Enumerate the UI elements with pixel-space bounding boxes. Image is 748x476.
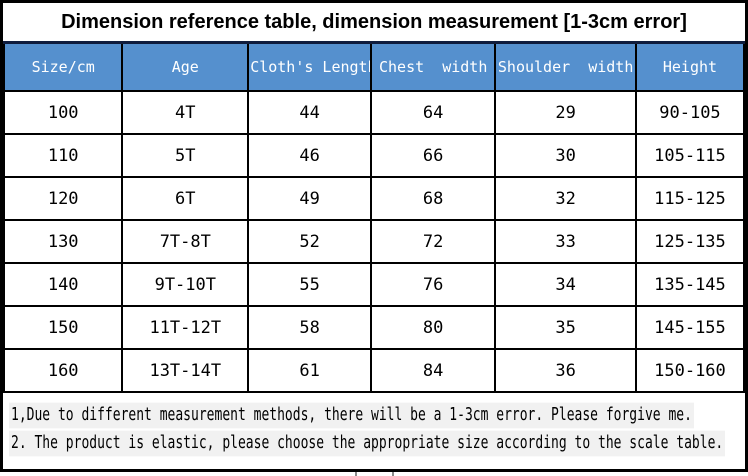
table-cell: 150 (2, 305, 124, 350)
table-cell: 115-125 (634, 176, 746, 221)
table-cell: 76 (370, 262, 497, 307)
note-measurement-error: 1,Due to different measurement methods, … (9, 402, 745, 429)
table-cell: 130 (2, 219, 124, 264)
table-cell: 100 (2, 90, 124, 135)
notes-section: 1,Due to different measurement methods, … (3, 393, 745, 457)
column-header: Age (121, 41, 250, 92)
table-row: 140 9T-10T 55 76 34 135-145 (2, 262, 746, 307)
table-cell: 160 (2, 348, 124, 393)
table-cell: 125-135 (634, 219, 746, 264)
table-cell: 64 (370, 90, 497, 135)
table-cell: 72 (370, 219, 497, 264)
table-cell: 145-155 (634, 305, 746, 350)
table-cell: 120 (2, 176, 124, 221)
table-cell: 29 (494, 90, 637, 135)
table-cell: 35 (494, 305, 637, 350)
column-header: Cloth's Length (247, 41, 373, 92)
table-cell: 90-105 (634, 90, 746, 135)
size-table-body: 100 4T 44 64 29 90-105 110 5T 46 66 30 105-115 120 6T… (2, 90, 746, 393)
table-cell: 68 (370, 176, 497, 221)
size-table-header: Size/cm Age Cloth's Length Chest width Shoul… (2, 41, 746, 92)
table-cell: 140 (2, 262, 124, 307)
table-cell: 105-115 (634, 133, 746, 178)
table-row: 130 7T-8T 52 72 33 125-135 (2, 219, 746, 264)
table-cell: 36 (494, 348, 637, 393)
table-cell: 55 (247, 262, 373, 307)
table-row: 110 5T 46 66 30 105-115 (2, 133, 746, 178)
table-cell: 4T (121, 90, 250, 135)
column-header: Height (634, 41, 746, 92)
note-elastic-product: 2. The product is elastic, please choose… (9, 430, 745, 457)
table-cell: 84 (370, 348, 497, 393)
table-cell: 58 (247, 305, 373, 350)
header-row: Size/cm Age Cloth's Length Chest width Shoul… (2, 41, 746, 92)
column-header: Shoulder width (494, 41, 637, 92)
partial-cell-divider (355, 472, 357, 476)
table-cell: 7T-8T (121, 219, 250, 264)
column-header: Chest width (370, 41, 497, 92)
table-cell: 150-160 (634, 348, 746, 393)
column-header: Size/cm (2, 41, 124, 92)
table-cell: 46 (247, 133, 373, 178)
table-cell: 33 (494, 219, 637, 264)
size-table: Size/cm Age Cloth's Length Chest width Shoul… (2, 41, 746, 393)
table-cell: 44 (247, 90, 373, 135)
title-band: Dimension reference table, dimension mea… (3, 3, 745, 41)
table-cell: 66 (370, 133, 497, 178)
table-cell: 52 (247, 219, 373, 264)
bottom-rule (0, 469, 748, 476)
table-cell: 5T (121, 133, 250, 178)
table-cell: 6T (121, 176, 250, 221)
table-row: 160 13T-14T 61 84 36 150-160 (2, 348, 746, 393)
table-cell: 32 (494, 176, 637, 221)
table-cell: 13T-14T (121, 348, 250, 393)
table-row: 150 11T-12T 58 80 35 145-155 (2, 305, 746, 350)
table-cell: 30 (494, 133, 637, 178)
table-row: 120 6T 49 68 32 115-125 (2, 176, 746, 221)
page-title: Dimension reference table, dimension mea… (61, 10, 687, 33)
table-cell: 49 (247, 176, 373, 221)
table-cell: 80 (370, 305, 497, 350)
table-cell: 110 (2, 133, 124, 178)
table-cell: 34 (494, 262, 637, 307)
table-cell: 9T-10T (121, 262, 250, 307)
table-row: 100 4T 44 64 29 90-105 (2, 90, 746, 135)
table-cell: 61 (247, 348, 373, 393)
table-cell: 11T-12T (121, 305, 250, 350)
table-cell: 135-145 (634, 262, 746, 307)
partial-cell-divider (392, 472, 394, 476)
